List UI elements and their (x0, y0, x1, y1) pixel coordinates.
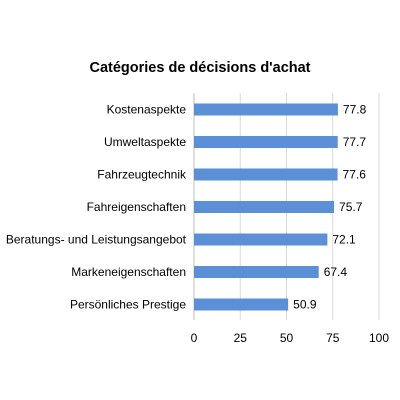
data-label: 50.9 (293, 298, 317, 312)
bar-3 (194, 168, 338, 181)
category-label: Beratungs- und Leistungsangebot (6, 233, 187, 247)
category-label: Fahrzeugtechnik (97, 168, 187, 182)
bar-6 (194, 266, 319, 278)
data-label: 67.4 (324, 265, 348, 279)
category-label: Markeneigenschaften (71, 265, 186, 279)
bar-2 (194, 136, 338, 148)
category-label: Persönliches Prestige (70, 298, 186, 312)
data-label: 72.1 (332, 233, 356, 247)
bar-7 (194, 298, 289, 311)
chart-title: Catégories de décisions d'achat (89, 60, 311, 76)
bar-4 (194, 201, 335, 213)
x-tick-label: 75 (326, 331, 340, 345)
data-label: 75.7 (339, 200, 363, 214)
data-label: 77.8 (343, 103, 367, 117)
x-tick-label: 0 (191, 331, 198, 345)
category-label: Umweltaspekte (104, 135, 186, 149)
bar-1 (194, 103, 338, 116)
x-tick-label: 100 (369, 331, 389, 345)
x-tick-label: 50 (280, 331, 294, 345)
data-label: 77.6 (343, 168, 367, 182)
category-label: Kostenaspekte (107, 103, 187, 117)
category-label: Fahreigenschaften (87, 200, 186, 214)
x-tick-label: 25 (234, 331, 248, 345)
bar-5 (194, 233, 328, 246)
data-label: 77.7 (343, 135, 367, 149)
